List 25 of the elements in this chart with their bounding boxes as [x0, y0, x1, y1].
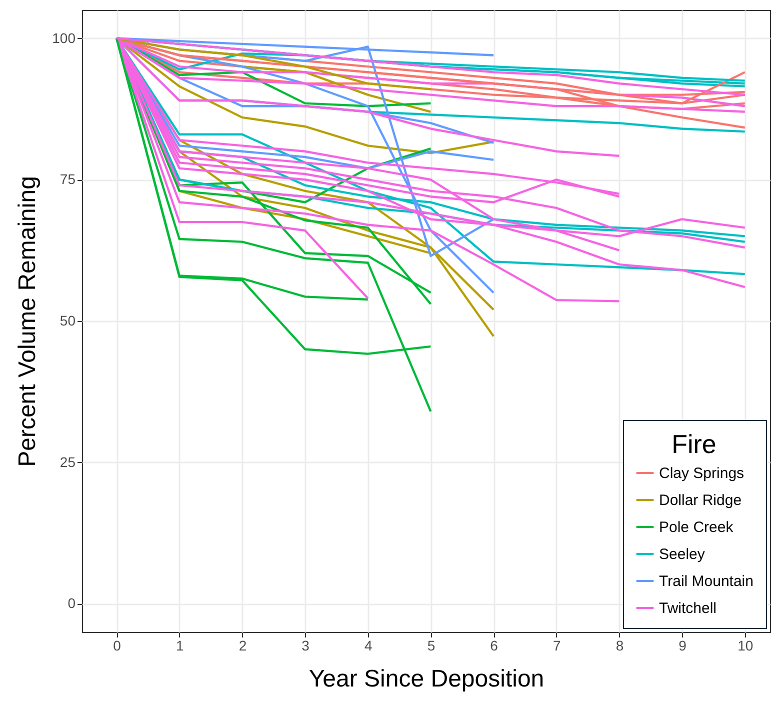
- x-tick-label: 8: [616, 638, 624, 654]
- x-tick-label: 2: [238, 638, 247, 654]
- x-tick-label: 9: [678, 638, 687, 654]
- y-tick-label: 75: [60, 171, 76, 188]
- legend-label: Trail Mountain: [659, 573, 754, 590]
- x-tick-label: 3: [302, 638, 310, 654]
- legend-title: Fire: [672, 429, 716, 459]
- x-tick-label: 6: [490, 638, 498, 654]
- x-axis-title: Year Since Deposition: [308, 666, 544, 692]
- x-tick-label: 7: [552, 638, 561, 654]
- x-tick-label: 4: [364, 638, 372, 654]
- legend-label: Clay Springs: [659, 465, 744, 482]
- y-tick-label: 25: [60, 454, 76, 470]
- legend-label: Seeley: [659, 546, 706, 563]
- y-tick-label: 100: [52, 30, 76, 46]
- legend-label: Dollar Ridge: [659, 492, 742, 509]
- y-axis-title: Percent Volume Remaining: [14, 176, 42, 467]
- legend-label: Twitchell: [659, 600, 717, 617]
- x-tick-label: 0: [113, 638, 122, 654]
- y-tick-label: 50: [60, 312, 76, 328]
- y-tick-label: 0: [68, 595, 76, 612]
- x-tick-label: 1: [176, 638, 184, 654]
- x-tick-label: 5: [427, 638, 436, 654]
- x-tick-label: 10: [738, 638, 754, 654]
- legend-label: Pole Creek: [659, 519, 734, 536]
